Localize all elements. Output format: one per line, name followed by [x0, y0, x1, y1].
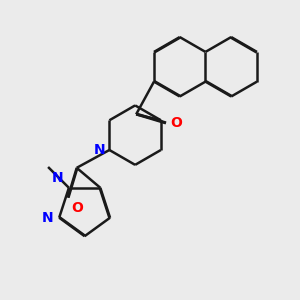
- Text: N: N: [42, 211, 53, 225]
- Text: N: N: [93, 143, 105, 157]
- Text: O: O: [71, 200, 82, 214]
- Text: N: N: [51, 171, 63, 185]
- Text: O: O: [170, 116, 182, 130]
